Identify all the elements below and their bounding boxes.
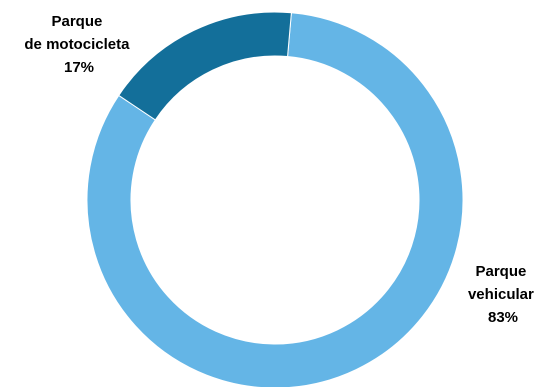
slice-parque-vehicular bbox=[86, 12, 464, 387]
label-parque-motocicleta-line-2: de motocicleta bbox=[24, 36, 130, 53]
label-parque-vehicular-line-1: Parque bbox=[475, 263, 526, 280]
label-parque-motocicleta-line-1: Parque bbox=[51, 13, 102, 30]
label-parque-vehicular-line-2: vehicular bbox=[468, 286, 534, 303]
label-parque-motocicleta-value: 17% bbox=[64, 59, 94, 76]
donut-slices bbox=[86, 11, 464, 387]
slice-parque-de-motocicleta bbox=[118, 11, 292, 121]
label-parque-vehicular: Parque vehicular 83% bbox=[468, 263, 538, 326]
label-parque-motocicleta: Parque de motocicleta 17% bbox=[24, 13, 133, 76]
label-parque-vehicular-value: 83% bbox=[488, 309, 518, 326]
